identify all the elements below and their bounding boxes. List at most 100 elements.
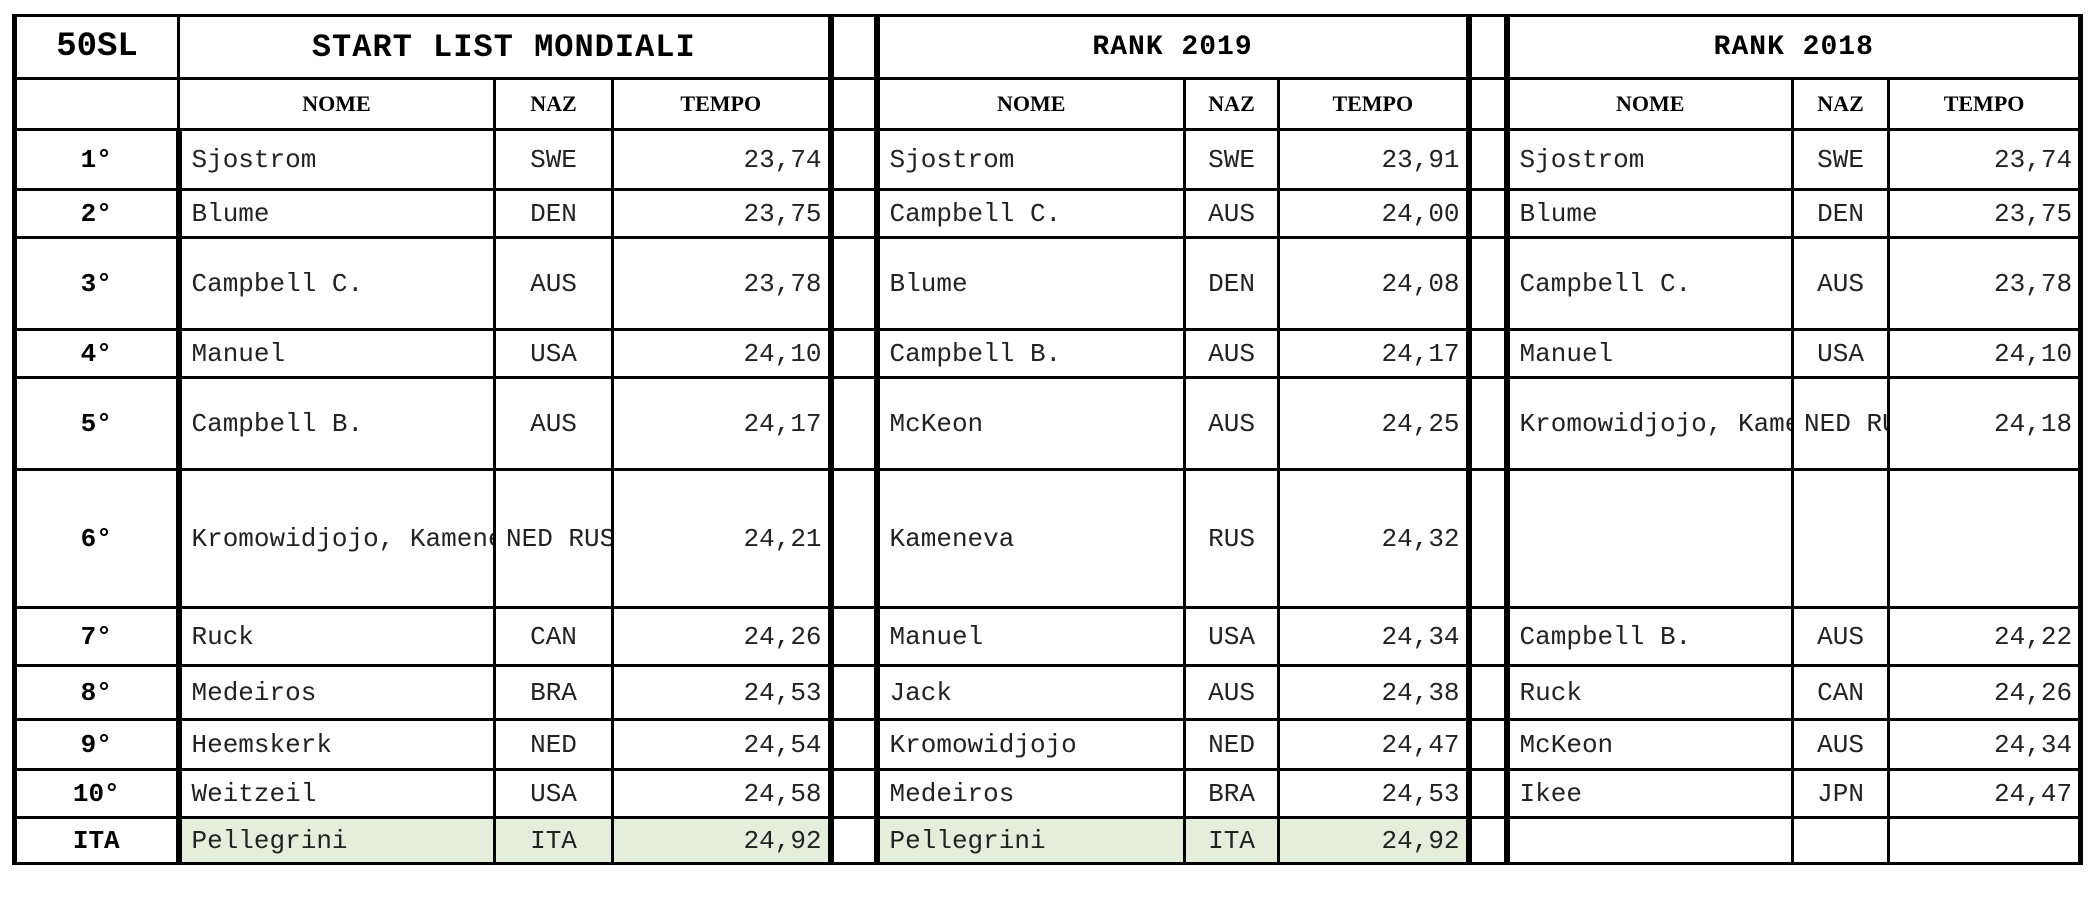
r2019-nome-cell: Medeiros (875, 768, 1187, 819)
table-row: 1° Sjostrom SWE 23,74 Sjostrom SWE 23,91… (12, 128, 2084, 191)
column-gap (1465, 768, 1510, 819)
r2019-tempo-header: TEMPO (1277, 77, 1471, 131)
r2018-nome-cell: Ikee (1505, 768, 1795, 819)
table-row: 3° Campbell C. AUS 23,78 Blume DEN 24,08… (12, 236, 2084, 331)
start-list-title: START LIST MONDIALI (176, 14, 833, 80)
r2018-tempo-cell: 24,47 (1887, 768, 2084, 819)
column-header-row: NOME NAZ TEMPO NOME NAZ TEMPO NOME NAZ T… (12, 77, 2084, 131)
r2018-nome-cell: Sjostrom (1505, 128, 1795, 191)
r2019-naz-cell: AUS (1183, 664, 1281, 721)
start-nome-cell: Manuel (177, 328, 496, 379)
column-gap (1465, 14, 1510, 80)
r2019-naz-cell: NED (1183, 718, 1281, 771)
start-nome-cell: Blume (177, 188, 496, 239)
results-table: 50SL START LIST MONDIALI RANK 2019 RANK … (12, 14, 2084, 865)
r2018-nome-header: NOME (1505, 77, 1795, 131)
rank-cell: 6° (12, 468, 182, 609)
r2018-nome-cell: Kromowidjojo, Kameneva (1505, 376, 1795, 471)
r2019-tempo-cell: 24,32 (1277, 468, 1471, 609)
r2019-nome-cell: Manuel (875, 606, 1187, 667)
r2019-nome-cell: Jack (875, 664, 1187, 721)
column-gap (1465, 376, 1510, 471)
r2018-tempo-cell (1887, 816, 2084, 865)
r2019-tempo-cell: 24,53 (1277, 768, 1471, 819)
r2019-naz-cell: USA (1183, 606, 1281, 667)
rank-cell: 10° (12, 768, 182, 819)
r2018-nome-cell: Campbell C. (1505, 236, 1795, 331)
r2019-naz-cell: SWE (1183, 128, 1281, 191)
r2019-nome-cell: Campbell B. (875, 328, 1187, 379)
r2019-tempo-cell: 24,17 (1277, 328, 1471, 379)
column-gap (827, 606, 880, 667)
rank-cell: 9° (12, 718, 182, 771)
r2018-tempo-header: TEMPO (1887, 77, 2084, 131)
rank-cell: 1° (12, 128, 182, 191)
start-nome-cell: Campbell C. (177, 236, 496, 331)
start-tempo-cell: 24,53 (610, 664, 833, 721)
column-gap (827, 128, 880, 191)
r2019-naz-header: NAZ (1183, 77, 1281, 131)
start-nome-cell: Ruck (177, 606, 496, 667)
r2019-tempo-cell: 24,38 (1277, 664, 1471, 721)
rank-cell: 8° (12, 664, 182, 721)
start-nome-header: NOME (177, 77, 496, 131)
r2018-tempo-cell: 23,78 (1887, 236, 2084, 331)
column-gap (1465, 328, 1510, 379)
start-tempo-cell: 24,10 (610, 328, 833, 379)
column-gap (1465, 816, 1510, 865)
r2019-tempo-cell: 24,34 (1277, 606, 1471, 667)
start-nome-cell: Pellegrini (177, 816, 496, 865)
column-gap (1465, 236, 1510, 331)
r2018-tempo-cell: 24,26 (1887, 664, 2084, 721)
r2018-tempo-cell: 23,75 (1887, 188, 2084, 239)
title-row: 50SL START LIST MONDIALI RANK 2019 RANK … (12, 14, 2084, 80)
start-naz-cell: USA (493, 768, 614, 819)
r2018-naz-cell: NED RUS (1791, 376, 1891, 471)
r2018-nome-cell: McKeon (1505, 718, 1795, 771)
start-nome-cell: Medeiros (177, 664, 496, 721)
rank-2018-title: RANK 2018 (1505, 14, 2084, 80)
r2018-nome-cell: Manuel (1505, 328, 1795, 379)
rank-2019-title: RANK 2019 (875, 14, 1471, 80)
column-gap (827, 236, 880, 331)
column-gap (1465, 718, 1510, 771)
column-gap (1465, 664, 1510, 721)
start-tempo-cell: 24,54 (610, 718, 833, 771)
rank-cell: 3° (12, 236, 182, 331)
start-nome-cell: Heemskerk (177, 718, 496, 771)
rank-cell: 7° (12, 606, 182, 667)
start-nome-cell: Sjostrom (177, 128, 496, 191)
r2018-naz-cell: AUS (1791, 236, 1891, 331)
start-nome-cell: Kromowidjojo, Kameneva (177, 468, 496, 609)
table-row: 10° Weitzeil USA 24,58 Medeiros BRA 24,5… (12, 768, 2084, 819)
start-tempo-cell: 23,78 (610, 236, 833, 331)
column-gap (827, 718, 880, 771)
table-row: 6° Kromowidjojo, Kameneva NED RUS 24,21 … (12, 468, 2084, 609)
r2018-tempo-cell: 24,10 (1887, 328, 2084, 379)
rank-header (12, 77, 180, 131)
r2018-nome-cell: Ruck (1505, 664, 1795, 721)
start-naz-cell: CAN (493, 606, 614, 667)
r2018-naz-header: NAZ (1791, 77, 1891, 131)
r2018-nome-cell: Blume (1505, 188, 1795, 239)
column-gap (827, 14, 880, 80)
start-tempo-cell: 24,21 (610, 468, 833, 609)
start-tempo-cell: 23,75 (610, 188, 833, 239)
r2018-naz-cell: JPN (1791, 768, 1891, 819)
start-naz-header: NAZ (493, 77, 614, 131)
start-naz-cell: AUS (493, 376, 614, 471)
r2018-tempo-cell (1887, 468, 2084, 609)
r2018-naz-cell: DEN (1791, 188, 1891, 239)
r2018-tempo-cell: 24,34 (1887, 718, 2084, 771)
start-tempo-cell: 24,58 (610, 768, 833, 819)
r2018-tempo-cell: 23,74 (1887, 128, 2084, 191)
r2018-naz-cell: USA (1791, 328, 1891, 379)
column-gap (1465, 77, 1510, 131)
r2019-naz-cell: BRA (1183, 768, 1281, 819)
r2019-nome-cell: Sjostrom (875, 128, 1187, 191)
table-row-ita: ITA Pellegrini ITA 24,92 Pellegrini ITA … (12, 816, 2084, 865)
r2018-naz-cell: AUS (1791, 606, 1891, 667)
r2019-naz-cell: AUS (1183, 328, 1281, 379)
column-gap (827, 468, 880, 609)
column-gap (827, 328, 880, 379)
